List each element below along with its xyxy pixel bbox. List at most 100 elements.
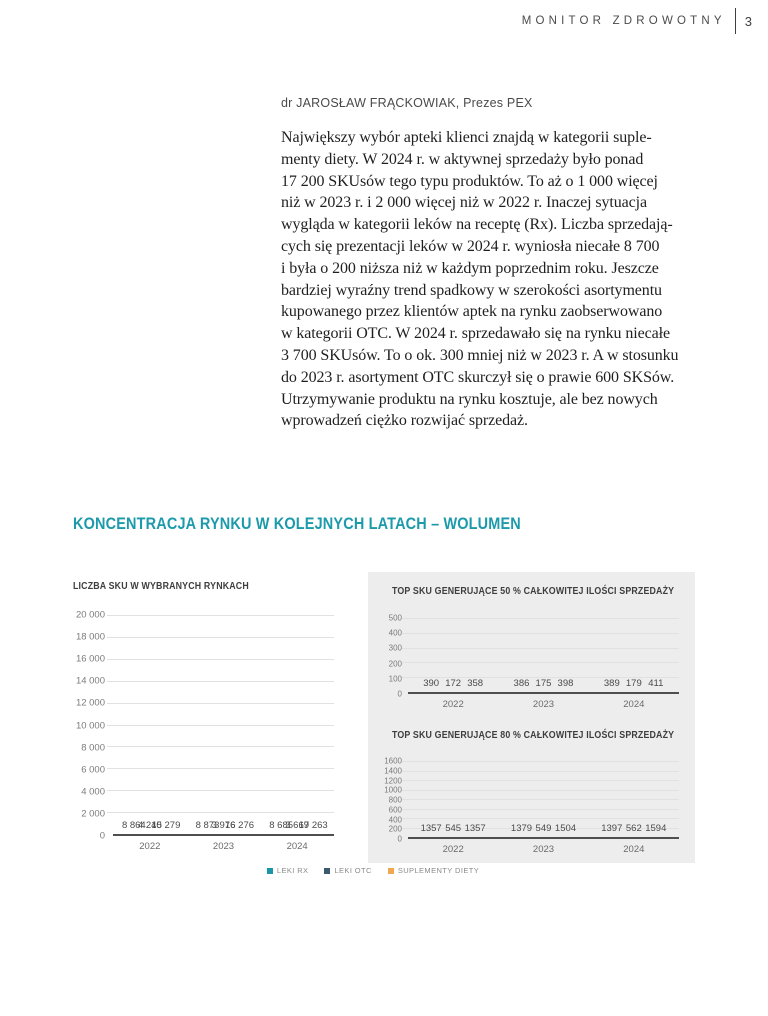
- paragraph-line: niż w 2023 r. i 2 000 więcej niż w 2022 …: [281, 194, 647, 212]
- paragraph-line: w kategorii OTC. W 2024 r. sprzedawało s…: [281, 325, 670, 343]
- bar-value-label: 398: [557, 678, 574, 689]
- y-axis-tick-label: 1200: [384, 776, 402, 785]
- y-axis-tick-label: 600: [388, 805, 402, 815]
- gridline: [402, 780, 679, 781]
- gridline: [107, 680, 334, 682]
- bar-chart-canvas: 20 000 18 000 16 000 14 000 12 000 10 000 8 00…: [73, 610, 334, 852]
- y-axis-tick-label: 1400: [384, 766, 402, 776]
- y-axis-tick-label: 8 000: [81, 742, 105, 754]
- x-axis-category-label: 2024: [623, 844, 645, 855]
- bar-value-label: 389: [603, 678, 620, 689]
- paragraph-line: 3 700 SKUsów. To o ok. 300 mniej niż w 2…: [281, 346, 679, 364]
- bar-value-label: 8 685: [269, 820, 294, 831]
- bar-value-label: 179: [625, 678, 642, 689]
- y-axis-tick-label: 4 000: [81, 786, 105, 798]
- y-axis-tick-label: 100: [388, 674, 402, 684]
- legend-item: LEKI OTC: [324, 866, 371, 875]
- bar-value-label: 390: [423, 678, 440, 689]
- y-axis-tick-label: 200: [388, 659, 402, 669]
- legend-swatch-icon: [387, 867, 394, 874]
- paragraph-line: Największy wybór apteki klienci znajdą w…: [281, 129, 652, 146]
- y-axis-tick-label: 2 000: [81, 808, 105, 820]
- gridline: [107, 636, 334, 638]
- gridline: [402, 618, 679, 619]
- gridline: [402, 789, 679, 791]
- legend-item: SUPLEMENTY DIETY: [387, 866, 480, 875]
- legend-label: SUPLEMENTY DIETY: [397, 866, 480, 875]
- plot-area-row: 20 000 18 000 16 000 14 000 12 000 10 000 8 00…: [73, 610, 334, 842]
- bar-value-label: 3 976: [211, 820, 236, 831]
- y-axis-tick-label: 400: [388, 628, 402, 638]
- paragraph-line: do 2023 r. asortyment OTC skurczył się o…: [281, 368, 675, 386]
- x-axis-category-label: 2022: [442, 699, 464, 710]
- bar-groups: 390 172 358 386 175 398 389 179 411: [408, 618, 679, 692]
- bar-value-label: 358: [467, 678, 484, 689]
- y-axis-tick-label: 300: [388, 643, 402, 653]
- x-axis-category-label: 2024: [623, 699, 645, 710]
- legend-label: LEKI OTC: [334, 866, 372, 875]
- charts-panel: TOP SKU GENERUJĄCE 50 % CAŁKOWITEJ ILOŚC…: [368, 572, 695, 863]
- bar-value-label: 386: [513, 678, 530, 689]
- legend-swatch-icon: [266, 867, 273, 874]
- paragraph-line: wprowadzeń ciężko rozwijać sprzedaż.: [281, 412, 528, 430]
- x-axis-category-label: 2024: [286, 841, 308, 852]
- chart-title: LICZBA SKU W WYBRANYCH RYNKACH: [73, 580, 249, 592]
- gridline: [107, 724, 334, 726]
- bar-value-label: 411: [648, 678, 664, 689]
- y-axis-tick-label: 200: [388, 824, 402, 834]
- page-header: MONITOR ZDROWOTNY 3: [522, 8, 752, 34]
- gridline: [402, 827, 679, 829]
- y-axis: 20 000 18 000 16 000 14 000 12 000 10 000 8 00…: [73, 610, 113, 842]
- bar-value-label: 15 279: [151, 820, 181, 831]
- paragraph-line: Utrzymywanie produktu na rynku kosztuje,…: [281, 390, 658, 408]
- paragraph-line: bardziej wyraźny trend spadkowy w szerok…: [281, 281, 662, 299]
- gridline: [402, 647, 679, 649]
- gridline: [107, 702, 334, 704]
- bar-groups: 8 864 4 240 15 279 8 873 3 976 16 276 8 685 3 6…: [113, 615, 334, 834]
- y-axis: 1600 1400 1200 1000 800 600 400 200 0: [378, 757, 408, 844]
- y-axis-tick-label: 0: [99, 830, 105, 842]
- gridline: [402, 662, 679, 664]
- x-axis-category-label: 2023: [532, 844, 555, 855]
- x-axis-category-label: 2023: [532, 699, 555, 710]
- bar-value-label: 1357: [464, 823, 486, 834]
- x-axis-category-label: 2022: [442, 844, 464, 855]
- bar-value-label: 3 669: [285, 820, 310, 831]
- author-byline: dr JAROSŁAW FRĄCKOWIAK, Prezes PEX: [281, 96, 533, 110]
- bar-value-label: 172: [445, 678, 462, 689]
- legend-swatch-icon: [324, 867, 331, 874]
- gridline: [107, 812, 334, 814]
- gridline: [402, 808, 679, 810]
- y-axis-tick-label: 6 000: [81, 764, 105, 776]
- y-axis-tick-label: 400: [388, 815, 402, 824]
- gridline: [107, 768, 334, 770]
- paragraph-line: 17 200 SKUsów tego typu produktów. To aż…: [281, 172, 658, 190]
- bar-value-label: 1504: [554, 823, 577, 834]
- gridline: [107, 658, 334, 660]
- x-axis-row: 2022 2023 2024: [378, 694, 679, 710]
- legend-item: LEKI RX: [266, 866, 309, 875]
- bar-value-label: 545: [445, 823, 462, 834]
- y-axis-tick-label: 1600: [384, 756, 402, 766]
- paragraph-line: cych się prezentacji leków w 2024 r. wyn…: [281, 237, 660, 255]
- x-axis-labels: 2022 2023 2024: [113, 841, 334, 852]
- chart-title: TOP SKU GENERUJĄCE 50 % CAŁKOWITEJ ILOŚC…: [392, 585, 675, 597]
- x-axis-labels: 2022 2023 2024: [408, 699, 679, 710]
- bar-value-label: 8 864: [121, 820, 146, 831]
- y-axis-tick-label: 500: [388, 613, 402, 623]
- gridline: [402, 677, 679, 679]
- x-axis-row: 2022 2023 2024: [378, 839, 679, 855]
- article-paragraph: Największy wybór apteki klienci znajdą w…: [281, 127, 679, 432]
- bar-chart-canvas: 500 400 300 200 100 0 390 172 358 386 175 398 389 179…: [378, 614, 679, 710]
- paragraph-line: wygląda w kategorii leków na receptę (Rx…: [281, 216, 673, 234]
- bar-value-label: 1379: [510, 823, 533, 834]
- bar-value-label: 175: [535, 678, 552, 689]
- bar-value-label: 17 263: [298, 820, 328, 831]
- y-axis: 500 400 300 200 100 0: [378, 614, 408, 699]
- bar-value-label: 562: [625, 823, 642, 834]
- gridline: [402, 799, 679, 800]
- plot-area: 390 172 358 386 175 398 389 179 411: [402, 618, 679, 694]
- chart-title: TOP SKU GENERUJĄCE 80 % CAŁKOWITEJ ILOŚC…: [392, 729, 675, 741]
- header-divider: [734, 8, 736, 34]
